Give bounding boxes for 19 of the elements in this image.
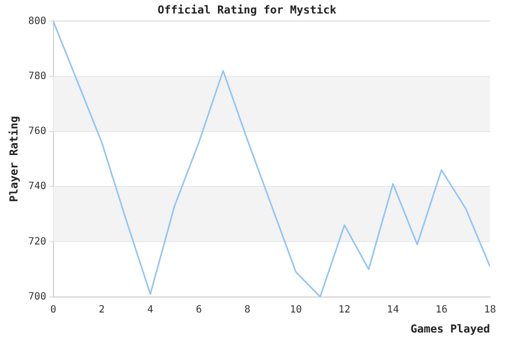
x-tick-label: 10 — [290, 304, 302, 316]
x-axis-title: Games Played — [410, 322, 490, 336]
y-tick-label: 700 — [28, 291, 46, 302]
y-tick-label: 760 — [28, 126, 46, 138]
x-tick-label: 0 — [50, 304, 56, 316]
chart-title: Official Rating for Mystick — [158, 3, 337, 16]
x-tick-label: 18 — [484, 304, 496, 316]
x-tick-label: 4 — [147, 304, 154, 316]
x-tick-label: 14 — [386, 304, 399, 316]
x-tick-label: 16 — [435, 304, 448, 316]
x-tick-label: 8 — [244, 304, 250, 316]
y-tick-label: 720 — [28, 236, 46, 248]
x-tick-label: 2 — [98, 304, 105, 316]
x-tick-label: 6 — [196, 304, 202, 316]
y-tick-label: 740 — [28, 181, 46, 192]
y-tick-label: 780 — [28, 70, 46, 82]
x-tick-label: 12 — [338, 304, 350, 316]
y-tick-label: 800 — [28, 16, 46, 27]
y-axis-title: Player Rating — [7, 116, 20, 202]
